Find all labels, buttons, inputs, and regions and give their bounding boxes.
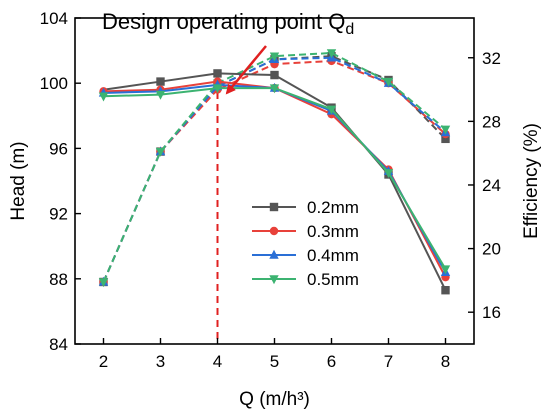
y-tick-label-3: 96 bbox=[49, 139, 68, 158]
head-point-0.5mm-3 bbox=[269, 84, 280, 94]
head-point-0.5mm-6 bbox=[440, 265, 451, 275]
y2-tick-label-4: 32 bbox=[482, 49, 501, 68]
y-axis-title: Head (m) bbox=[8, 141, 29, 220]
head-point-0.5mm-0 bbox=[98, 92, 109, 102]
y2-tick-label-3: 28 bbox=[482, 112, 501, 131]
legend-marker-0.5mm bbox=[269, 275, 279, 285]
head-point-0.2mm-3 bbox=[270, 70, 279, 80]
y-tick-label-2: 92 bbox=[49, 205, 68, 224]
y2-axis-title: Efficiency (%) bbox=[521, 123, 542, 239]
head-point-0.5mm-1 bbox=[155, 90, 166, 100]
legend-marker-0.3mm bbox=[269, 226, 279, 236]
x-axis-title: Q (m/h³) bbox=[239, 389, 310, 410]
efficiency-point-0.5mm-3 bbox=[269, 52, 280, 62]
y2-tick-label-0: 16 bbox=[482, 303, 501, 322]
efficiency-point-0.5mm-6 bbox=[440, 125, 451, 135]
head-point-0.5mm-5 bbox=[383, 169, 394, 179]
efficiency-point-0.2mm-6 bbox=[441, 134, 450, 144]
legend-marker-0.2mm bbox=[269, 202, 279, 212]
y2-tick-label-1: 20 bbox=[482, 240, 501, 259]
legend-label-0.5mm: 0.5mm bbox=[307, 270, 359, 289]
y2-tick-label-2: 24 bbox=[482, 176, 501, 195]
efficiency-point-0.5mm-0 bbox=[98, 278, 109, 288]
design-point-label: Design operating point Qd bbox=[102, 9, 354, 38]
x-tick-label-3: 5 bbox=[270, 352, 279, 371]
legend-label-0.4mm: 0.4mm bbox=[307, 246, 359, 265]
y-tick-label-0: 84 bbox=[49, 335, 68, 354]
legend-label-0.3mm: 0.3mm bbox=[307, 222, 359, 241]
x-tick-label-6: 8 bbox=[441, 352, 450, 371]
legend-label-0.2mm: 0.2mm bbox=[307, 198, 359, 217]
efficiency-point-0.5mm-4 bbox=[326, 49, 337, 59]
design-point-arrow bbox=[225, 45, 267, 95]
y-tick-label-5: 104 bbox=[40, 9, 68, 28]
efficiency-point-0.5mm-5 bbox=[383, 77, 394, 87]
design-point-subscript: d bbox=[345, 21, 354, 38]
head-point-0.2mm-6 bbox=[441, 286, 450, 295]
head-point-0.5mm-4 bbox=[326, 105, 337, 115]
head-point-0.2mm-2 bbox=[213, 69, 222, 78]
x-tick-label-4: 6 bbox=[327, 352, 336, 371]
x-tick-label-5: 7 bbox=[384, 352, 393, 371]
y-tick-label-4: 100 bbox=[40, 74, 68, 93]
head-point-0.2mm-1 bbox=[156, 77, 165, 86]
x-tick-label-1: 3 bbox=[156, 352, 165, 371]
legend-marker-0.4mm bbox=[269, 249, 279, 259]
x-tick-label-0: 2 bbox=[99, 352, 108, 371]
head-point-0.5mm-2 bbox=[212, 84, 223, 94]
x-tick-label-2: 4 bbox=[213, 352, 222, 371]
efficiency-point-0.5mm-1 bbox=[155, 147, 166, 157]
y-tick-label-1: 88 bbox=[49, 270, 68, 289]
